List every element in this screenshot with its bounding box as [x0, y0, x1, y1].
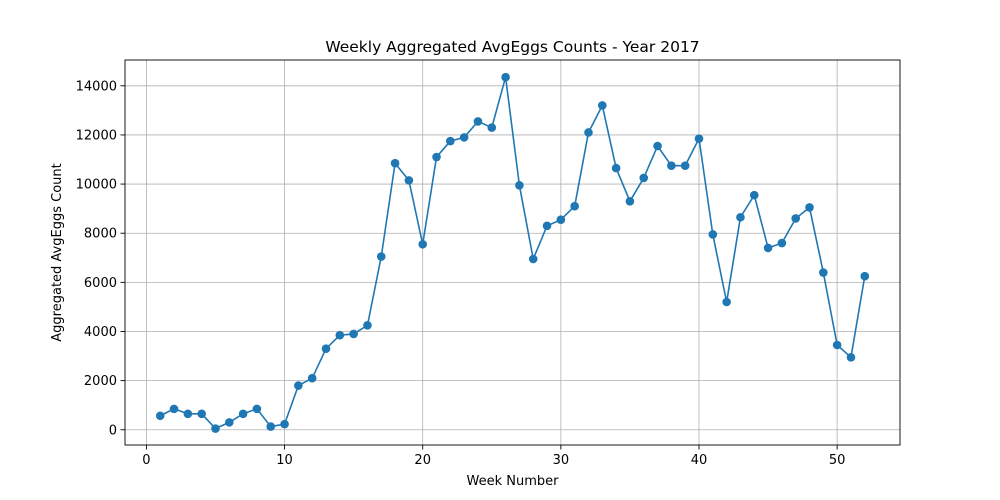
data-point: [418, 239, 428, 249]
data-point: [238, 409, 248, 419]
data-point: [266, 422, 276, 431]
x-tick-label: 0: [142, 453, 150, 468]
data-point: [722, 297, 731, 307]
data-point: [556, 215, 566, 225]
data-point: [321, 344, 331, 353]
data-point: [459, 133, 469, 142]
data-point: [446, 136, 455, 146]
data-point: [349, 329, 358, 339]
x-tick-label: 10: [276, 453, 293, 468]
data-point: [736, 212, 745, 222]
data-point: [197, 409, 206, 419]
x-tick-label: 30: [553, 453, 570, 468]
data-point: [639, 173, 649, 183]
data-point: [211, 424, 220, 433]
data-point: [528, 254, 538, 264]
y-tick-label: 0: [109, 423, 117, 438]
data-point: [542, 221, 552, 231]
y-tick-label: 12000: [76, 128, 117, 143]
data-point: [307, 373, 317, 383]
data-point: [819, 268, 828, 277]
axes: [120, 59, 901, 450]
data-point: [763, 243, 773, 253]
data-point: [225, 418, 234, 427]
y-tick-label: 8000: [84, 227, 117, 242]
data-point: [680, 161, 690, 170]
x-axis-label: Week Number: [467, 474, 560, 489]
plot-frame: [124, 59, 901, 446]
tick-labels: 0 10 20 30 40 50 0 2000 4000 6000 8000 10000 12000 14…: [76, 79, 846, 468]
data-point: [846, 352, 856, 362]
data-point: [584, 128, 593, 137]
data-point: [832, 340, 842, 350]
y-tick-label: 4000: [84, 325, 117, 340]
data-point: [777, 238, 787, 248]
y-tick-label: 2000: [84, 374, 117, 389]
data-point: [597, 101, 607, 110]
y-tick-label: 6000: [84, 276, 117, 291]
data-point: [667, 161, 676, 170]
data-point: [376, 252, 386, 261]
chart-title: Weekly Aggregated AvgEggs Counts - Year …: [325, 38, 699, 56]
y-tick-label: 14000: [76, 79, 117, 94]
x-tick-label: 20: [414, 453, 431, 468]
x-tick-label: 50: [829, 453, 846, 468]
data-point: [280, 419, 289, 429]
series-line: [159, 76, 866, 430]
data-point: [805, 203, 814, 212]
data-point: [570, 201, 579, 211]
data-point: [694, 134, 704, 143]
data-point: [169, 404, 179, 414]
x-tick-label: 40: [691, 453, 708, 468]
data-point: [432, 152, 441, 162]
data-point: [749, 190, 759, 200]
data-points: [155, 72, 870, 433]
data-point: [860, 271, 870, 281]
data-point: [183, 409, 193, 419]
y-tick-label: 10000: [76, 178, 117, 193]
data-point: [404, 176, 414, 185]
data-point: [791, 214, 800, 223]
y-axis-label: Aggregated AvgEggs Count: [50, 163, 65, 341]
data-point: [335, 330, 345, 340]
data-point: [155, 411, 165, 421]
series-line-group: [159, 76, 866, 430]
data-point: [653, 141, 662, 151]
data-point: [515, 181, 524, 190]
data-point: [252, 404, 262, 414]
data-point: [487, 123, 497, 132]
data-point: [390, 158, 400, 168]
data-point: [611, 163, 621, 173]
data-point: [708, 230, 718, 239]
data-point: [294, 381, 303, 390]
data-point: [501, 72, 510, 82]
data-point: [473, 117, 483, 126]
data-point: [625, 196, 635, 206]
data-point: [363, 321, 372, 330]
